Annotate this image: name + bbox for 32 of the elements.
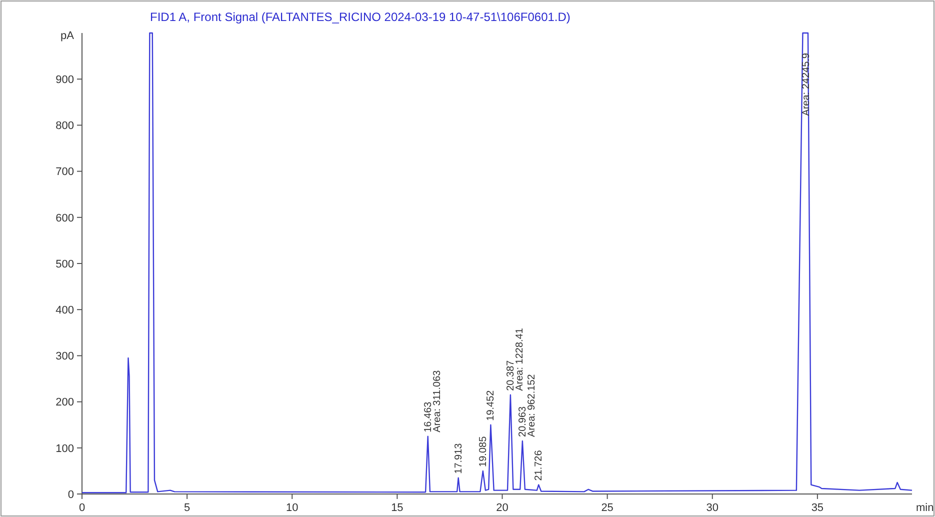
y-tick-label: 800	[56, 120, 74, 132]
x-tick-label: 35	[811, 502, 824, 514]
x-tick-label: 15	[391, 502, 404, 514]
y-tick-label: 900	[56, 74, 74, 86]
annotation: 19.452	[486, 390, 497, 421]
y-tick-label: 500	[56, 258, 74, 270]
x-tick-label: 30	[706, 502, 719, 514]
x-tick-label: 10	[286, 502, 298, 514]
y-tick-label: 600	[56, 212, 74, 224]
y-tick-label: 100	[56, 442, 74, 455]
y-tick-label: 300	[56, 350, 74, 363]
y-tick-label: 0	[68, 488, 74, 501]
annotation: Area: 962.152	[526, 374, 538, 437]
y-axis-title: pA	[60, 30, 75, 42]
annotation: 16.463	[422, 401, 434, 432]
annotation: 19.085	[478, 436, 489, 467]
x-tick-label: 5	[184, 502, 190, 514]
annotation: Area: 24245.9	[800, 52, 812, 116]
y-tick-label: 400	[56, 304, 74, 316]
annotation: 21.726	[534, 450, 545, 481]
x-axis-title: min	[916, 502, 934, 514]
annotation: 17.913	[453, 442, 464, 474]
x-tick-label: 25	[601, 502, 614, 514]
annotation: 20.963	[517, 406, 528, 437]
x-tick-label: 20	[496, 502, 508, 514]
y-tick-label: 200	[56, 396, 74, 409]
chart-title: FID1 A, Front Signal (FALTANTES_RICINO 2024-03-19 10-47-51\106F0601.D)	[150, 10, 570, 24]
annotation: Area: 1228.41	[514, 328, 526, 391]
y-tick-label: 700	[56, 166, 74, 178]
annotation: Area: 311.063	[432, 370, 443, 432]
x-tick-label: 0	[78, 502, 86, 514]
annotation: 20.387	[505, 360, 516, 391]
